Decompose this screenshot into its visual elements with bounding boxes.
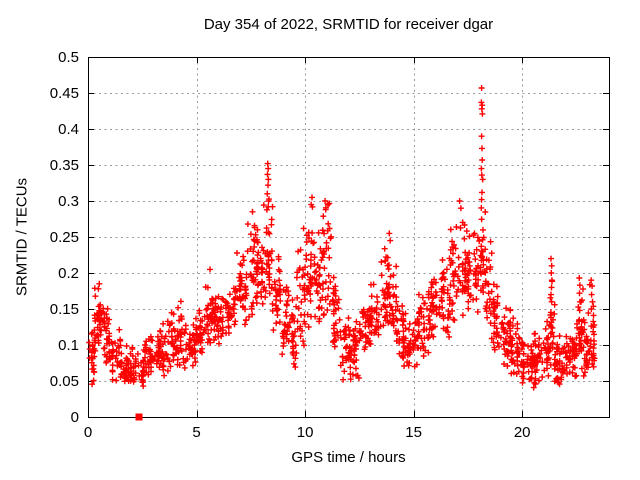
svg-text:15: 15 — [405, 424, 422, 441]
svg-text:20: 20 — [514, 424, 531, 441]
x-axis-label: GPS time / hours — [291, 449, 406, 466]
svg-text:0.5: 0.5 — [58, 49, 79, 66]
svg-text:0: 0 — [71, 409, 79, 426]
svg-text:0: 0 — [84, 424, 92, 441]
svg-text:0.35: 0.35 — [50, 157, 79, 174]
svg-text:0.45: 0.45 — [50, 85, 79, 102]
svg-text:0.2: 0.2 — [58, 265, 79, 282]
svg-text:0.15: 0.15 — [50, 301, 79, 318]
svg-text:5: 5 — [192, 424, 200, 441]
y-tick-labels: 0 0.05 0.1 0.15 0.2 0.25 0.3 0.35 0.4 0.45 0.5 — [50, 49, 79, 426]
svg-text:0.1: 0.1 — [58, 337, 79, 354]
gap-marker — [135, 413, 143, 421]
plot-frame — [88, 57, 610, 418]
x-tick-labels: 0 5 10 15 20 — [84, 424, 531, 441]
svg-text:10: 10 — [297, 424, 314, 441]
scatter-points — [86, 85, 598, 391]
svg-text:0.05: 0.05 — [50, 373, 79, 390]
svg-text:0.4: 0.4 — [58, 121, 79, 138]
svg-text:0.25: 0.25 — [50, 229, 79, 246]
gridlines — [88, 57, 609, 417]
chart-title: Day 354 of 2022, SRMTID for receiver dga… — [203, 16, 494, 33]
svg-text:0.3: 0.3 — [58, 193, 79, 210]
